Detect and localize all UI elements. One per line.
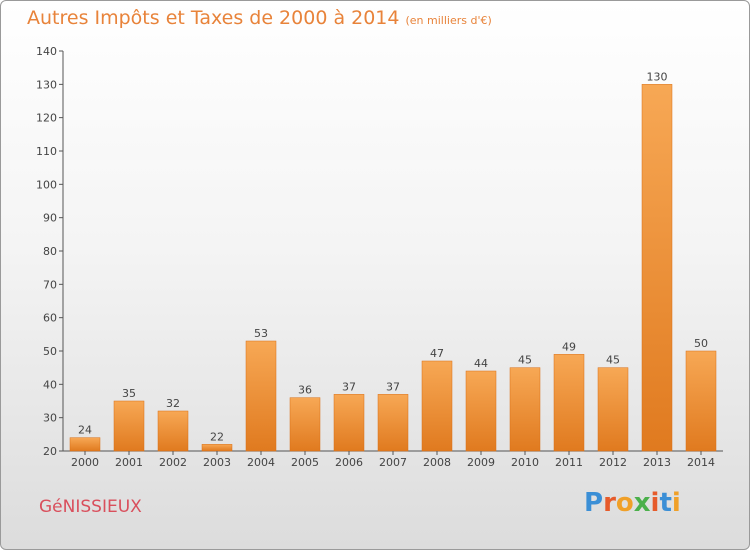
x-tick-label-2007: 2007 — [379, 456, 407, 469]
value-label-2012: 45 — [606, 354, 620, 367]
bar-2004 — [245, 340, 277, 452]
value-label-2008: 47 — [430, 347, 444, 360]
value-label-2000: 24 — [78, 424, 92, 437]
bar-chart: 20 30 40 50 60 70 80 90 100 110 120 130 140 24 2000 35 2… — [36, 45, 723, 469]
y-tick-label: 110 — [36, 145, 57, 158]
bar-2005 — [289, 397, 321, 452]
x-tick-label-2011: 2011 — [555, 456, 583, 469]
logo-letter: t — [659, 488, 672, 518]
x-tick-label-2005: 2005 — [291, 456, 319, 469]
bar-2014 — [685, 350, 717, 452]
y-tick-label: 40 — [43, 378, 57, 391]
value-label-2003: 22 — [210, 430, 224, 443]
chart-title: Autres Impôts et Taxes de 2000 à 2014 (en… — [27, 7, 492, 29]
y-tick-label: 100 — [36, 178, 57, 191]
value-label-2010: 45 — [518, 354, 532, 367]
bar-2011 — [553, 354, 585, 452]
y-tick-label: 120 — [36, 112, 57, 125]
value-label-2014: 50 — [694, 337, 708, 350]
bar-2009 — [465, 370, 497, 452]
logo-letter: o — [615, 488, 634, 518]
y-tick-label: 30 — [43, 412, 57, 425]
town-name: GéNISSIEUX — [39, 497, 142, 517]
y-tick-label: 80 — [43, 245, 57, 258]
logo-letter: P — [584, 488, 604, 518]
y-tick-label: 20 — [43, 445, 57, 458]
proxiti-logo: Proxiti — [584, 488, 681, 518]
y-tick-label: 90 — [43, 212, 57, 225]
x-tick-label-2008: 2008 — [423, 456, 451, 469]
title-main: Autres Impôts et Taxes de 2000 à 2014 — [27, 7, 400, 29]
value-label-2004: 53 — [254, 327, 268, 340]
y-tick-label: 60 — [43, 312, 57, 325]
x-tick-label-2014: 2014 — [687, 456, 715, 469]
value-label-2011: 49 — [562, 340, 576, 353]
bar-2003 — [201, 444, 233, 452]
value-label-2001: 35 — [122, 387, 136, 400]
x-tick-label-2013: 2013 — [643, 456, 671, 469]
value-label-2013: 130 — [647, 70, 668, 83]
x-tick-label-2010: 2010 — [511, 456, 539, 469]
x-tick-label-2012: 2012 — [599, 456, 627, 469]
bar-2007 — [377, 394, 409, 452]
value-label-2002: 32 — [166, 397, 180, 410]
value-label-2005: 36 — [298, 384, 312, 397]
bar-2000 — [69, 437, 101, 452]
x-tick-label-2009: 2009 — [467, 456, 495, 469]
y-tick-label: 50 — [43, 345, 57, 358]
logo-letter: i — [671, 488, 681, 518]
y-tick-label: 70 — [43, 278, 57, 291]
bar-2010 — [509, 367, 541, 452]
x-tick-label-2003: 2003 — [203, 456, 231, 469]
bar-2008 — [421, 360, 453, 452]
x-tick-label-2004: 2004 — [247, 456, 275, 469]
bar-2013 — [641, 84, 673, 452]
bar-2001 — [113, 400, 145, 452]
logo-letter: i — [650, 488, 660, 518]
y-tick-label: 130 — [36, 78, 57, 91]
title-unit: (en milliers d'€) — [405, 14, 492, 27]
value-label-2006: 37 — [342, 380, 356, 393]
x-tick-label-2006: 2006 — [335, 456, 363, 469]
value-label-2007: 37 — [386, 380, 400, 393]
value-label-2009: 44 — [474, 357, 488, 370]
logo-letter: r — [603, 488, 616, 518]
y-tick-label: 140 — [36, 45, 57, 58]
bar-2002 — [157, 410, 189, 452]
bar-2012 — [597, 367, 629, 452]
bar-2006 — [333, 394, 365, 452]
logo-letter: x — [633, 488, 651, 518]
x-tick-label-2001: 2001 — [115, 456, 143, 469]
x-tick-label-2002: 2002 — [159, 456, 187, 469]
x-tick-label-2000: 2000 — [71, 456, 99, 469]
